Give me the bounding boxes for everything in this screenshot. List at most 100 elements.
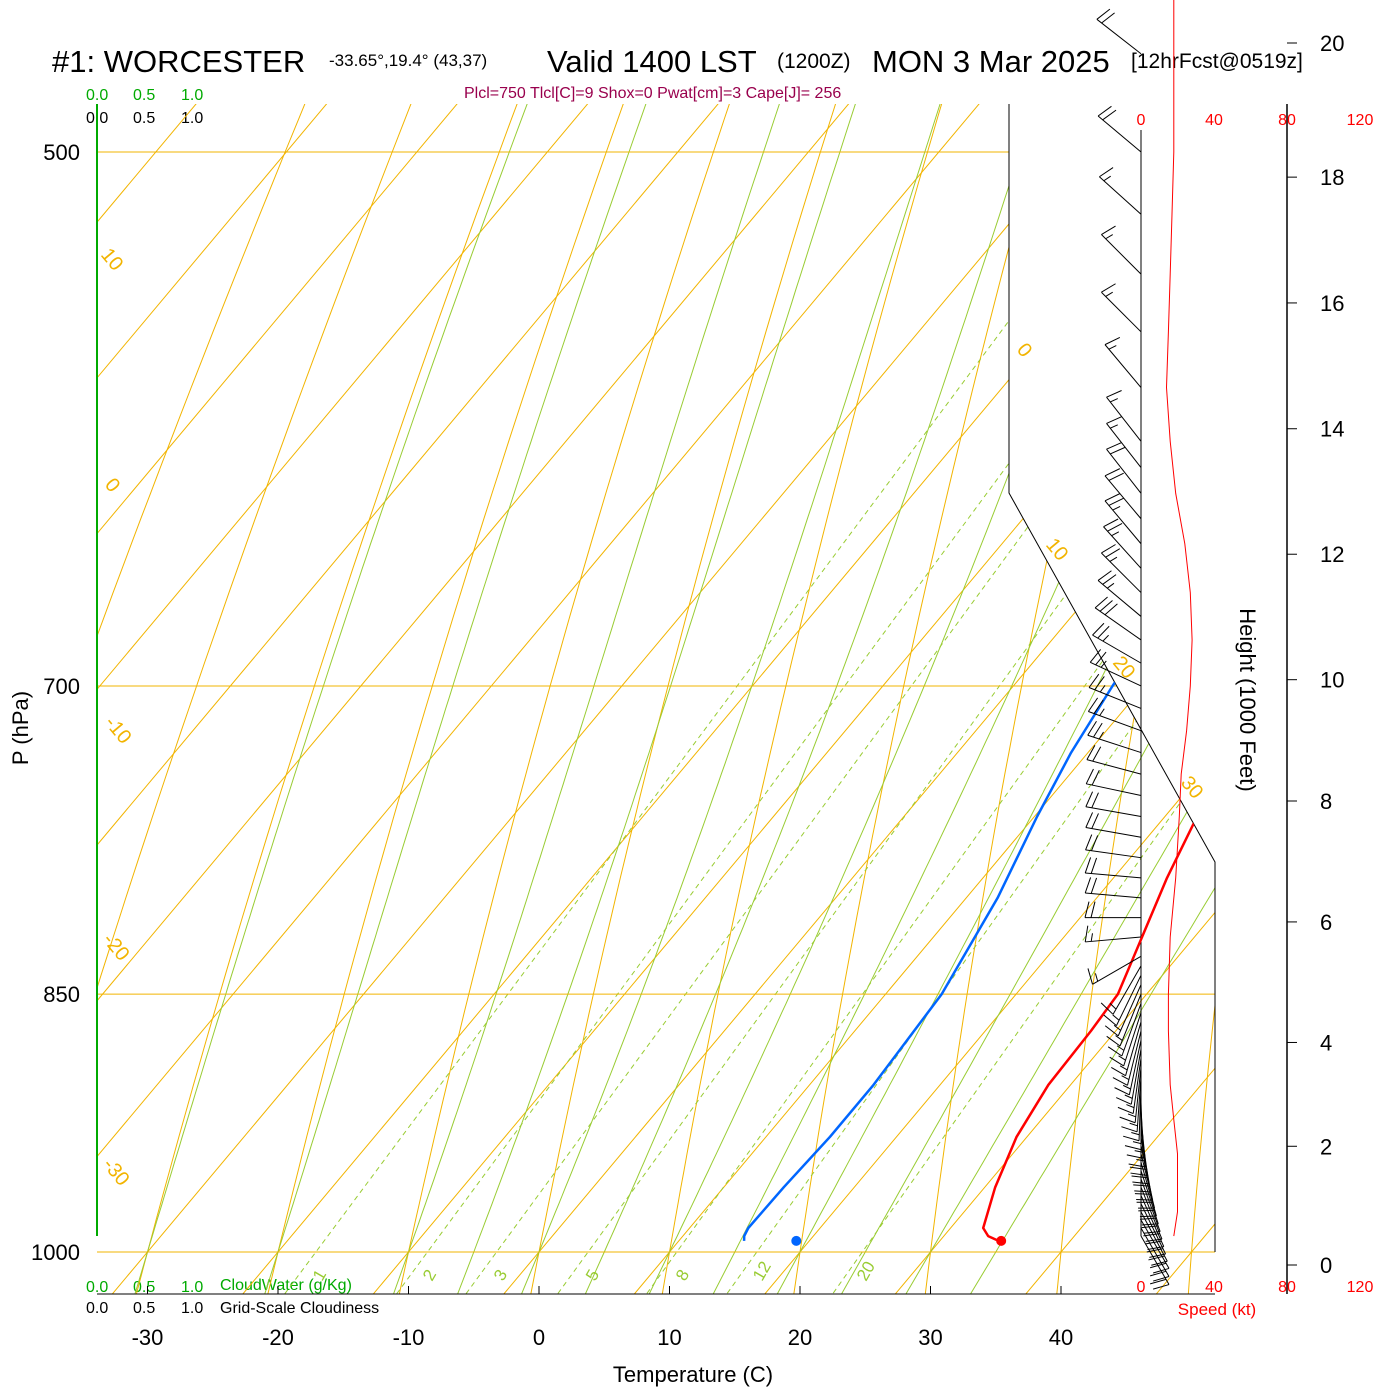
wind-barb-flag <box>1104 603 1118 616</box>
wind-speed-profile <box>1165 0 1193 1237</box>
wind-barb-half-flag <box>1132 1141 1142 1145</box>
wind-barb-flag <box>1114 1087 1130 1096</box>
wind-barb-flag <box>1133 1184 1150 1187</box>
wind-barb-half-flag <box>1129 1122 1138 1127</box>
wind-barb <box>1094 596 1142 641</box>
wind-barb-staff <box>1128 1039 1142 1095</box>
wind-barb-flag <box>1087 721 1097 736</box>
wind-barb-staff <box>1085 872 1142 879</box>
wind-barb-flag <box>1095 651 1107 666</box>
wind-barb-flag <box>1094 676 1105 691</box>
wind-barb <box>1085 768 1142 796</box>
wind-barb-flag <box>1091 835 1099 851</box>
isotherm-line <box>212 104 1215 1294</box>
wind-barb-staff <box>1140 1195 1165 1247</box>
cloud-scale-top: 0.0 0.5 1.0 0.0 0.5 1.0 <box>86 87 203 127</box>
wind-barb-staff <box>1086 759 1142 775</box>
wind-barb-staff <box>1101 552 1142 593</box>
wind-barb-half-flag <box>1110 424 1118 429</box>
wind-barb <box>1104 984 1142 1037</box>
wind-barb <box>1140 1195 1165 1250</box>
wind-barb-flag <box>1143 1231 1161 1234</box>
wind-barb-flag <box>1107 523 1123 532</box>
wind-barb-staff <box>1126 1030 1142 1086</box>
wind-barb-flag <box>1101 225 1116 235</box>
temperature-tick-label: 10 <box>657 1325 681 1350</box>
wind-barb-staff <box>1085 936 1142 943</box>
wind-barb-half-flag <box>1112 1014 1120 1021</box>
station-coords: -33.65°,19.4° (43,37) <box>329 51 487 70</box>
wind-barb-flag <box>1134 1193 1152 1195</box>
wind-barb-flag <box>1116 1097 1132 1105</box>
wind-barb-flag <box>1089 649 1102 663</box>
wind-barb-staff <box>1112 965 1142 1015</box>
dry-adiabat-line <box>653 104 1215 1294</box>
temperature-tick-label: 0 <box>533 1325 545 1350</box>
wind-barb-half-flag <box>1107 582 1115 589</box>
moist-adiabat-line <box>757 104 1215 1294</box>
isotherm-label: 0 <box>100 474 124 497</box>
wind-barb-flag <box>1105 548 1121 558</box>
wind-barb-half-flag <box>1105 291 1113 297</box>
temperature-tick-label: -20 <box>262 1325 294 1350</box>
wind-barb <box>1106 993 1142 1047</box>
parcel-line <box>1345 0 1400 573</box>
isotherm-line <box>734 104 1215 1294</box>
isotherm-label: 10 <box>1041 534 1072 565</box>
mixing-ratio-label: 8 <box>672 1266 693 1284</box>
wind-barb <box>1086 744 1142 775</box>
moist-adiabat-line <box>123 104 995 1294</box>
wind-barb <box>1101 283 1142 333</box>
wind-barb-flag <box>1102 109 1117 121</box>
speed-axis-label: Speed (kt) <box>1178 1300 1256 1319</box>
wind-barb-flag <box>1084 857 1092 874</box>
wind-barb-staff <box>1119 993 1142 1047</box>
wind-barb-flag <box>1119 1116 1136 1124</box>
wind-barb-flag <box>1132 1181 1149 1185</box>
wind-barb-flag <box>1130 1172 1147 1176</box>
isotherm-line <box>1126 104 1215 1294</box>
wind-barb-flag <box>1091 792 1099 808</box>
wind-barb-flag <box>1088 673 1100 688</box>
wind-barb-flag <box>1099 600 1113 612</box>
wind-barb-flag <box>1143 1233 1160 1237</box>
wind-barb-flag <box>1147 1246 1164 1250</box>
wind-barb-flag <box>1091 813 1099 829</box>
pressure-tick-label: 500 <box>43 140 80 165</box>
temperature-tick-label: -10 <box>393 1325 425 1350</box>
temperature-line <box>981 104 1215 1243</box>
wind-barb <box>1139 1170 1159 1226</box>
moist-adiabat-line <box>884 104 1215 1294</box>
height-tick-label: 20 <box>1320 31 1344 56</box>
wind-barb <box>1099 167 1142 215</box>
wind-barb-flag <box>1103 518 1119 528</box>
wind-barb-flag <box>1091 770 1100 786</box>
wind-barb-half-flag <box>1099 685 1106 693</box>
wind-barb-flag <box>1093 699 1104 714</box>
wind-barb-half-flag <box>1131 1132 1140 1136</box>
wind-barb-staff <box>1085 806 1142 817</box>
dry-adiabat-line <box>1184 104 1215 1294</box>
wind-barb-half-flag <box>1124 1094 1133 1099</box>
station-title: #1: WORCESTER <box>52 44 305 79</box>
wind-barb <box>1101 225 1142 275</box>
speed-tick-label-bottom: 120 <box>1347 1279 1374 1296</box>
wind-barb-flag <box>1094 596 1108 609</box>
surface-dewpoint-dot <box>791 1235 802 1246</box>
wind-barb-staff <box>1088 711 1142 732</box>
cloud-top-green-2: 1.0 <box>181 87 203 104</box>
mixing-ratio-label: 12 <box>749 1258 775 1284</box>
wind-barb-flag <box>1096 8 1111 20</box>
wind-barb-flag <box>1124 1145 1142 1151</box>
height-tick-label: 6 <box>1320 910 1332 935</box>
wind-barb-staff <box>1140 1227 1170 1277</box>
pressure-tick-label: 850 <box>43 982 80 1007</box>
moist-adiabat-line <box>253 104 1092 1294</box>
wind-barb-flag <box>1121 1126 1138 1133</box>
wind-barb <box>1109 1012 1142 1067</box>
height-tick-label: 4 <box>1320 1030 1332 1055</box>
wind-barb-flag <box>1087 968 1093 985</box>
dry-adiabat-line <box>520 104 1215 1294</box>
cloud-top-green-1: 0.5 <box>133 87 155 104</box>
wind-barb-flag <box>1141 1225 1159 1229</box>
